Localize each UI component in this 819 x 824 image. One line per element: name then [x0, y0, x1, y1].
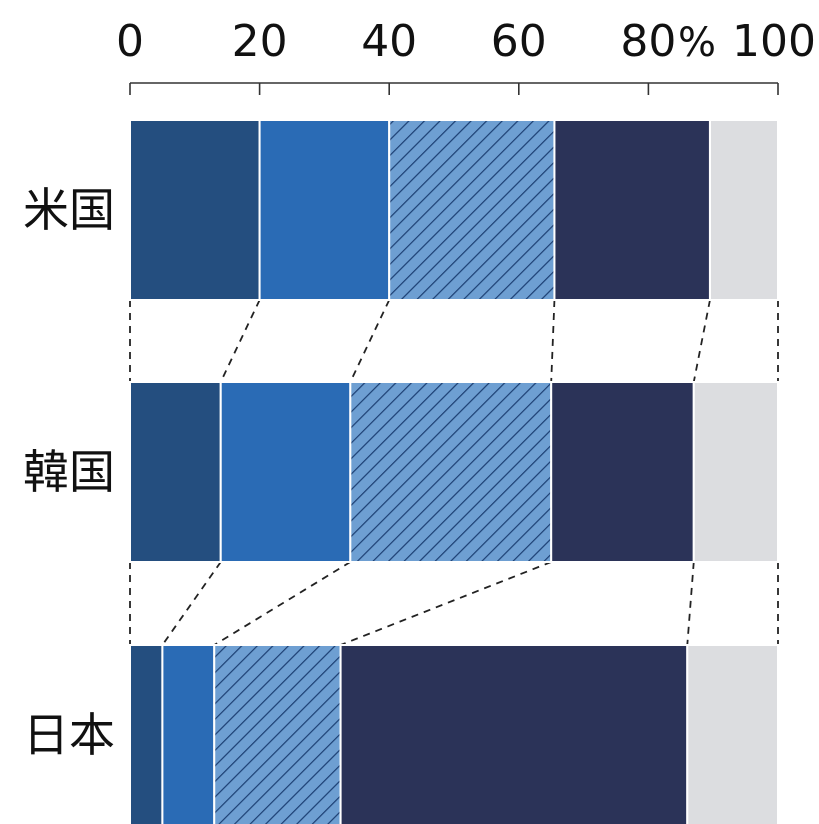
- connector-line: [692, 299, 711, 383]
- bar-segment: [708, 119, 780, 301]
- category-label: 日本: [23, 708, 115, 762]
- connector-line: [161, 561, 222, 646]
- bar-segment: [219, 381, 352, 563]
- bar-segment: [692, 381, 780, 563]
- bar-segment: [339, 644, 689, 824]
- x-unit-label: %: [678, 20, 716, 66]
- x-axis: 0 20 40 60 80 100%: [116, 16, 816, 95]
- connector-lines: [129, 299, 779, 646]
- x-tick-label: 80: [620, 16, 676, 67]
- bar-segment: [550, 381, 695, 563]
- bar-segment: [686, 644, 780, 824]
- x-tick-label: 0: [116, 16, 144, 67]
- bar-segment: [553, 119, 711, 301]
- x-tick-label: 60: [491, 16, 547, 67]
- bar-segment: [213, 644, 342, 824]
- bar-segment: [258, 119, 391, 301]
- bar-segment: [349, 381, 553, 563]
- bar-segment: [388, 119, 556, 301]
- category-label: 米国: [23, 183, 115, 237]
- connector-line: [550, 299, 556, 383]
- connector-line: [686, 561, 695, 646]
- bars: [129, 119, 780, 824]
- connector-line: [213, 561, 351, 646]
- connector-line: [340, 561, 552, 646]
- x-tick-label: 100: [732, 16, 816, 67]
- category-label: 韓国: [23, 445, 115, 499]
- bar-segment: [161, 644, 216, 824]
- connector-line: [219, 299, 261, 383]
- bar-segment: [129, 644, 164, 824]
- x-tick-label: 40: [361, 16, 417, 67]
- connector-line: [349, 299, 391, 383]
- x-tick-label: 20: [232, 16, 288, 67]
- bar-segment: [129, 381, 222, 563]
- bar-segment: [129, 119, 261, 301]
